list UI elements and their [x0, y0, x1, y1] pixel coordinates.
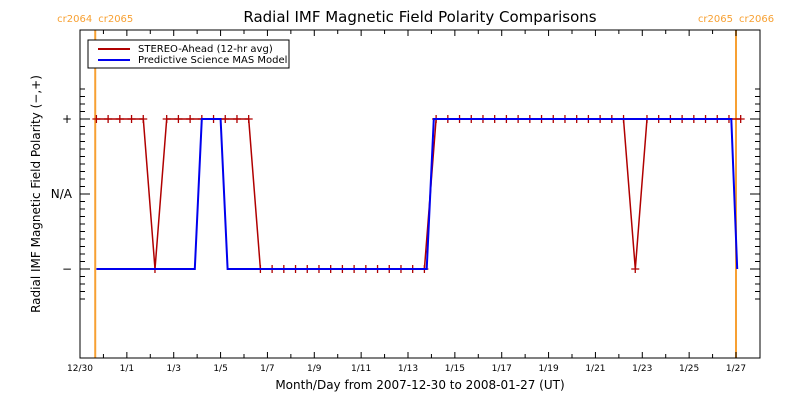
x-tick-label: 1/11	[351, 364, 371, 374]
y-axis-title: Radial IMF Magnetic Field Polarity (−,+)	[29, 75, 43, 313]
x-tick-label: 1/27	[726, 364, 746, 374]
x-tick-label: 1/17	[492, 364, 512, 374]
series-line-stereo	[96, 118, 741, 270]
series-line-mas	[96, 118, 739, 270]
data-point-marker	[139, 115, 148, 123]
x-tick-label: 12/30	[67, 364, 93, 374]
x-tick-label: 1/15	[445, 364, 465, 374]
y-tick-label: N/A	[51, 187, 73, 201]
carrington-label-right: cr2065	[98, 14, 133, 25]
data-point-marker	[736, 115, 745, 123]
data-point-marker	[162, 115, 171, 123]
x-tick-label: 1/9	[307, 364, 322, 374]
carrington-label-left: cr2064	[57, 14, 92, 25]
chart-title: Radial IMF Magnetic Field Polarity Compa…	[243, 8, 596, 26]
plot-frame	[79, 29, 761, 359]
x-tick-label: 1/25	[679, 364, 699, 374]
data-point-marker	[221, 115, 230, 123]
x-tick-label: 1/19	[538, 364, 558, 374]
carrington-label-left: cr2065	[698, 14, 733, 25]
x-tick-label: 1/21	[585, 364, 605, 374]
data-point-marker	[104, 115, 113, 123]
y-tick-label: −	[62, 262, 72, 276]
data-point-marker	[115, 115, 124, 123]
data-point-marker	[186, 115, 195, 123]
data-point-marker	[127, 115, 136, 123]
data-point-marker	[244, 115, 253, 123]
data-point-marker	[92, 115, 101, 123]
x-tick-label: 1/5	[213, 364, 227, 374]
x-axis-title: Month/Day from 2007-12-30 to 2008-01-27 …	[275, 378, 564, 392]
data-point-marker	[631, 265, 640, 273]
x-tick-label: 1/7	[260, 364, 274, 374]
legend-label-stereo: STEREO-Ahead (12-hr avg)	[138, 44, 273, 55]
x-tick-label: 1/3	[166, 364, 180, 374]
legend-box	[87, 39, 290, 69]
data-point-marker	[232, 115, 241, 123]
legend: STEREO-Ahead (12-hr avg) Predictive Scie…	[87, 39, 290, 69]
carrington-label-right: cr2066	[739, 14, 774, 25]
y-tick-label: +	[62, 112, 72, 126]
x-tick-label: 1/23	[632, 364, 652, 374]
legend-label-mas: Predictive Science MAS Model	[138, 55, 287, 66]
data-point-marker	[174, 115, 183, 123]
x-tick-label: 1/13	[398, 364, 418, 374]
x-tick-label: 1/1	[120, 364, 134, 374]
